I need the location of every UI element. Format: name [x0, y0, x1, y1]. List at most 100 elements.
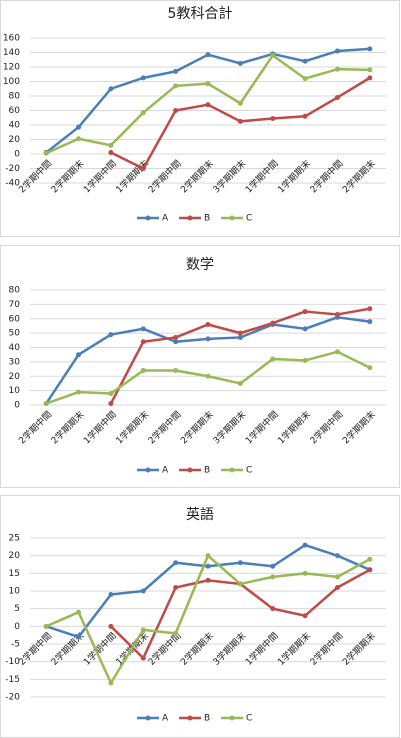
chart: 数学010203040506070802学期中間2学期期末1学期中間1学期期末2… [0, 245, 400, 488]
data-point [237, 330, 243, 336]
y-tick-label: 0 [14, 401, 20, 411]
y-tick-label: 10 [9, 587, 21, 597]
data-point [237, 60, 243, 66]
data-point [108, 332, 114, 338]
y-tick-label: -10 [5, 657, 20, 667]
data-point [108, 391, 114, 396]
data-point [76, 634, 82, 640]
data-point [334, 311, 340, 317]
data-point [302, 357, 308, 363]
data-point [108, 401, 114, 407]
legend-label: B [204, 214, 210, 224]
data-point [367, 319, 373, 325]
y-tick-label: 120 [3, 63, 20, 73]
legend-marker [229, 715, 235, 721]
data-point [76, 609, 82, 615]
data-point [334, 94, 340, 100]
data-point [205, 102, 211, 108]
data-point [76, 136, 82, 142]
y-tick-label: 25 [9, 534, 20, 544]
y-tick-label: 40 [9, 121, 21, 131]
data-point [367, 67, 373, 73]
data-point [302, 326, 308, 332]
y-tick-label: 10 [9, 386, 21, 396]
data-point [367, 306, 373, 312]
data-point [108, 680, 114, 686]
data-point [270, 320, 276, 326]
legend-marker [229, 215, 235, 221]
data-point [76, 352, 82, 358]
y-tick-label: 70 [9, 300, 21, 310]
data-point [205, 52, 211, 58]
data-point [270, 356, 276, 362]
data-point [334, 553, 340, 559]
legend-marker [145, 215, 151, 221]
data-point [43, 623, 49, 629]
data-point [367, 75, 373, 81]
chart: 英語-20-15-10-505101520252学期中間2学期期末1学期中間1学… [0, 495, 400, 738]
y-tick-label: 100 [3, 77, 20, 87]
y-tick-label: 5 [14, 604, 20, 614]
chart-title: 英語 [186, 506, 214, 523]
data-point [140, 75, 146, 81]
y-tick-label: 20 [9, 372, 21, 382]
data-point [173, 334, 179, 340]
data-point [173, 584, 179, 590]
chart-title: 5教科合計 [168, 6, 233, 22]
legend-label: B [204, 466, 210, 476]
data-point [205, 563, 211, 569]
data-point [270, 606, 276, 612]
data-point [173, 368, 179, 373]
data-point [108, 592, 114, 598]
chart-title: 数学 [186, 257, 214, 273]
data-point [237, 560, 243, 566]
y-tick-label: 15 [9, 569, 20, 579]
legend-marker [187, 215, 193, 221]
data-point [237, 118, 243, 124]
data-point [367, 567, 373, 573]
data-point [302, 113, 308, 119]
y-tick-label: -15 [5, 675, 20, 685]
data-point [205, 577, 211, 583]
data-point [140, 655, 146, 661]
legend-label: B [204, 714, 210, 724]
data-point [205, 553, 211, 559]
data-point [108, 142, 114, 148]
data-point [205, 373, 211, 379]
data-point [140, 326, 146, 332]
data-point [270, 52, 276, 58]
data-point [205, 81, 211, 87]
y-tick-label: -20 [5, 693, 20, 703]
data-point [108, 86, 114, 92]
legend-marker [187, 715, 193, 721]
data-point [237, 581, 243, 587]
data-point [237, 380, 243, 386]
y-tick-label: 30 [9, 357, 21, 367]
data-point [302, 542, 308, 548]
data-point [302, 58, 308, 64]
data-point [173, 339, 179, 345]
y-tick-label: 20 [9, 551, 21, 561]
legend-label: C [246, 714, 252, 724]
data-point [108, 150, 114, 156]
data-point [334, 48, 340, 54]
data-point [334, 66, 340, 72]
chart-frame [0, 245, 400, 488]
data-point [302, 570, 308, 576]
data-point [173, 68, 179, 74]
data-point [367, 365, 373, 371]
y-tick-label: 0 [14, 622, 20, 632]
data-point [140, 339, 146, 345]
y-tick-label: 60 [9, 314, 21, 324]
data-point [140, 368, 146, 373]
data-point [173, 560, 179, 566]
data-point [173, 83, 179, 89]
y-tick-label: 80 [9, 92, 21, 102]
y-tick-label: 140 [3, 48, 20, 58]
data-point [302, 76, 308, 82]
data-point [76, 389, 82, 395]
data-point [367, 556, 373, 562]
data-point [237, 334, 243, 340]
legend-label: C [246, 466, 252, 476]
legend-marker [145, 715, 151, 721]
